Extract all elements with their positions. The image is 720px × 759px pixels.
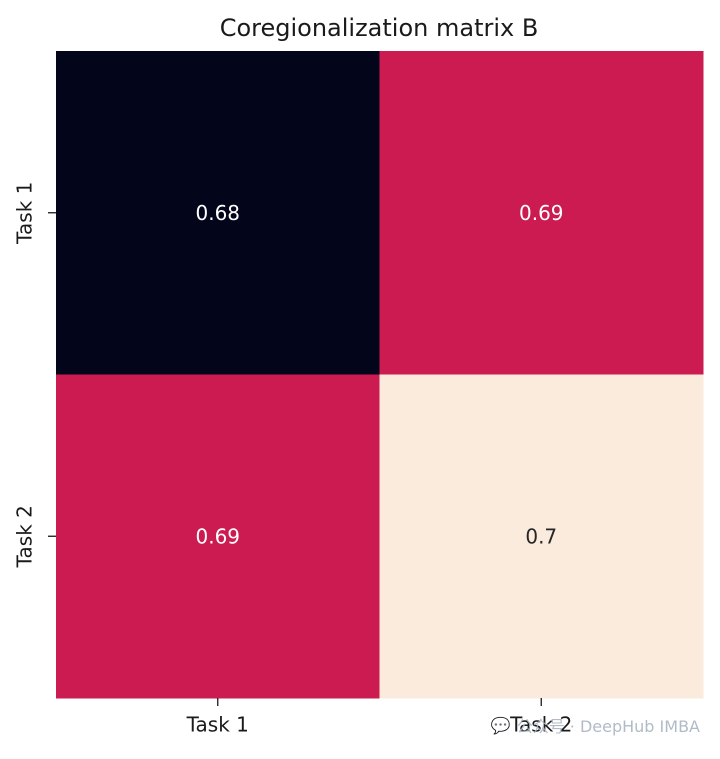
watermark-text: 公众号 · DeepHub IMBA (516, 717, 700, 736)
y-tick-label-2: Task 2 (13, 505, 37, 568)
cell-value-label-r1-c1: 0.68 (195, 201, 240, 225)
chart-title: Coregionalization matrix B (220, 14, 539, 42)
x-tick-label-2: Task 2 (509, 713, 572, 737)
cell-value-label-r2-c1: 0.69 (195, 524, 240, 548)
cell-annotations: 0.68 0.69 0.69 0.7 (195, 201, 563, 549)
heatmap-cell-r2-c2 (379, 374, 704, 699)
heatmap-cell-r1-c2 (379, 51, 704, 375)
heatmap-cell-r2-c1 (56, 374, 380, 699)
axes: Task 1 Task 2 Task 1 Task 2 (13, 182, 573, 737)
y-tick-label-1: Task 1 (13, 182, 37, 245)
cell-value-label-r1-c2: 0.69 (519, 201, 564, 225)
wechat-icon: 💬 (490, 715, 511, 735)
heatmap-cell-r1-c1 (56, 51, 380, 375)
cell-value-label-r2-c2: 0.7 (525, 524, 557, 548)
x-tick-label-1: Task 1 (186, 713, 249, 737)
heatmap-cells (56, 51, 704, 699)
watermark: 💬 公众号 · DeepHub IMBA (491, 713, 700, 737)
